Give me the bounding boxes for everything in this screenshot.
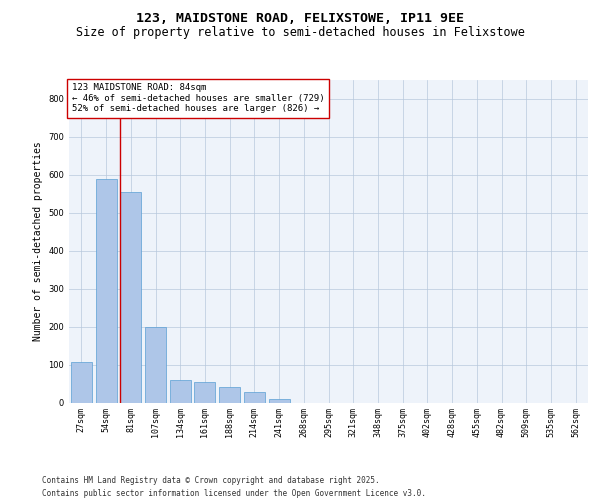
Bar — [145, 326, 166, 402]
Bar — [71, 362, 92, 403]
Text: Size of property relative to semi-detached houses in Felixstowe: Size of property relative to semi-detach… — [76, 26, 524, 39]
Bar — [219, 388, 240, 402]
Bar — [95, 178, 116, 402]
Bar — [194, 382, 215, 402]
Text: Contains public sector information licensed under the Open Government Licence v3: Contains public sector information licen… — [42, 489, 426, 498]
Y-axis label: Number of semi-detached properties: Number of semi-detached properties — [33, 142, 43, 341]
Bar — [269, 400, 290, 402]
Text: 123, MAIDSTONE ROAD, FELIXSTOWE, IP11 9EE: 123, MAIDSTONE ROAD, FELIXSTOWE, IP11 9E… — [136, 12, 464, 26]
Bar — [244, 392, 265, 402]
Bar — [120, 192, 141, 402]
Bar — [170, 380, 191, 402]
Text: Contains HM Land Registry data © Crown copyright and database right 2025.: Contains HM Land Registry data © Crown c… — [42, 476, 380, 485]
Text: 123 MAIDSTONE ROAD: 84sqm
← 46% of semi-detached houses are smaller (729)
52% of: 123 MAIDSTONE ROAD: 84sqm ← 46% of semi-… — [71, 83, 324, 113]
